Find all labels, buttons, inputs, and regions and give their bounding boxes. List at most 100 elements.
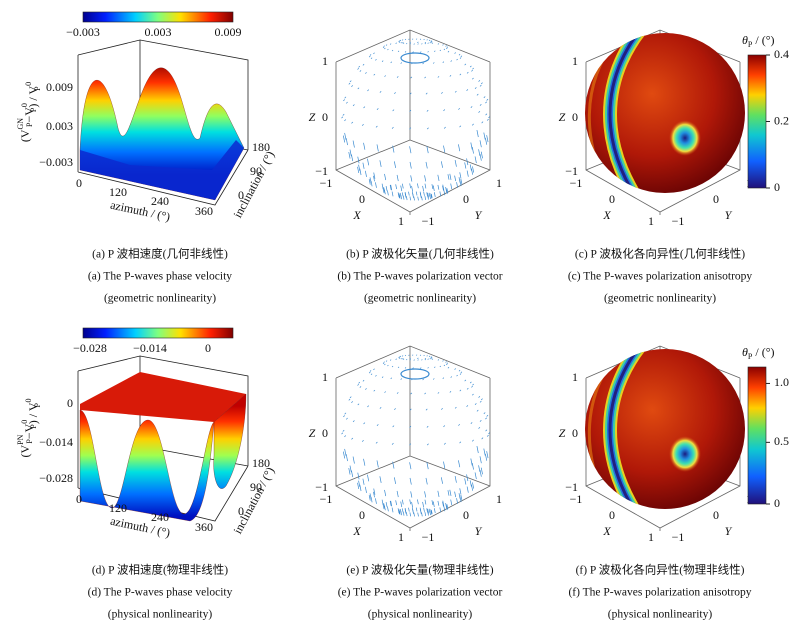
z-tick-label: −1 [565, 480, 578, 494]
polarization-vector [471, 385, 473, 388]
polarization-vector [426, 109, 429, 112]
x-tick-label: 360 [195, 520, 213, 534]
y-axis-label: Y [475, 524, 483, 538]
polarization-vector [479, 103, 482, 106]
z-tick-label: −0.028 [39, 471, 73, 485]
polarization-vector [437, 76, 440, 78]
polarization-vector [389, 359, 392, 361]
x-tick-label: 240 [151, 194, 169, 208]
polarization-vector [471, 439, 474, 442]
polarization-vector [408, 191, 410, 196]
polarization-vector [361, 123, 364, 126]
polarization-vector [368, 495, 371, 501]
polarization-vector [479, 456, 482, 464]
polarization-vector [443, 145, 446, 153]
polarization-vector [464, 162, 467, 169]
polarization-vector [357, 482, 360, 489]
polarization-vector [432, 501, 435, 508]
polarization-vector [427, 358, 429, 360]
polarization-vector [382, 362, 385, 365]
y-tick-label: −1 [422, 530, 435, 544]
polarization-vector [479, 84, 482, 87]
polarization-vector [384, 47, 386, 50]
polarization-vector [488, 116, 491, 119]
polarization-vector [445, 502, 447, 508]
surface-top [80, 372, 246, 422]
polarization-vector [396, 490, 399, 498]
polarization-vector [443, 126, 446, 129]
x-tick-label: 0 [609, 192, 615, 206]
polarization-vector [441, 408, 443, 410]
polarization-vector [469, 480, 472, 487]
polarization-vector [376, 144, 379, 152]
polarization-vector [391, 507, 394, 513]
z-tick-label: 0.003 [46, 119, 73, 133]
polarization-vector [349, 396, 352, 399]
polarization-vector [363, 458, 366, 466]
y-tick-label: 1 [496, 492, 502, 506]
polarization-vector [486, 98, 489, 101]
polarization-vector [359, 168, 362, 176]
polarization-vector [427, 195, 429, 200]
polarization-vector [433, 508, 436, 514]
polarization-vector [384, 75, 386, 77]
polarization-vector [442, 184, 445, 191]
anisotropy-spot [669, 436, 701, 472]
polarization-vector [417, 499, 419, 505]
polarization-vector [470, 422, 473, 425]
polarization-vector [449, 489, 452, 496]
polarization-vector [400, 195, 402, 200]
caption-line: (geometric nonlinearity) [604, 293, 716, 305]
colorbar-tick-label: 1.0 [774, 375, 789, 389]
colorbar [747, 366, 767, 505]
polarization-vector [471, 77, 474, 80]
polarization-vector [391, 49, 394, 52]
polarization-vector [460, 494, 463, 501]
polarization-vector [357, 156, 360, 164]
polarization-vector [424, 183, 427, 189]
polarization-vector [486, 434, 489, 437]
polarization-vector [420, 51, 422, 53]
caption-line: (physical nonlinearity) [108, 609, 213, 621]
polarization-vector [486, 118, 489, 121]
polarization-vector [400, 358, 402, 360]
caption-line: (f) The P-waves polarization anisotropy [568, 587, 751, 599]
polarization-vector [443, 109, 446, 112]
polarization-vector [404, 38, 407, 41]
polarization-vector [424, 357, 427, 360]
polarization-vector [466, 71, 469, 74]
colorbar-title: θP / (°) [742, 33, 774, 49]
anisotropy-spot [669, 120, 701, 156]
polarization-vector [409, 183, 412, 189]
polarization-vector [408, 38, 410, 40]
polarization-vector [344, 412, 347, 415]
polarization-vector [344, 119, 347, 122]
polarization-vector [483, 132, 486, 140]
axis-box [77, 39, 249, 206]
polarization-vector [450, 183, 453, 190]
polarization-vector [420, 367, 422, 369]
polarization-vector [431, 184, 434, 190]
z-tick-label: 0 [572, 426, 578, 440]
polarization-vector [472, 482, 475, 489]
polarization-vector [439, 191, 442, 197]
polarization-vector [425, 92, 428, 95]
polarization-vector [367, 89, 369, 92]
x-tick-label: 240 [151, 510, 169, 524]
polarization-vector [458, 53, 461, 56]
polarization-vector [430, 356, 432, 358]
polarization-vector [480, 151, 483, 159]
title-sub: P [748, 40, 753, 49]
polarization-vector [379, 407, 382, 409]
caption-line: (geometric nonlinearity) [104, 293, 216, 305]
polarization-vector [403, 358, 405, 360]
polarization-vector [442, 360, 444, 362]
label-text: (V [18, 445, 32, 458]
polarization-vector [485, 453, 488, 461]
polarization-vector [393, 161, 397, 169]
polarization-vector [431, 358, 434, 360]
polarization-vector [446, 362, 449, 364]
polarization-vector [362, 63, 365, 66]
polarization-vector [361, 439, 364, 442]
polarization-vector [423, 354, 425, 357]
